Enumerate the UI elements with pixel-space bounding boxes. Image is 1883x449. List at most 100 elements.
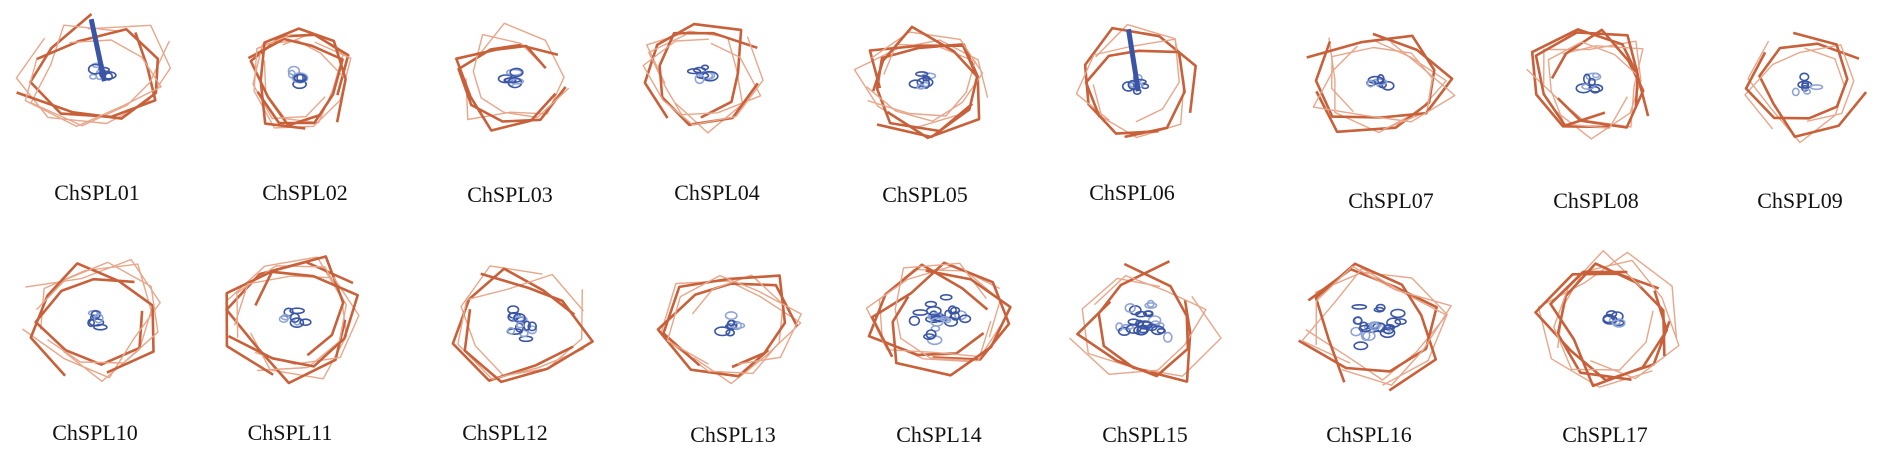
core-domain bbox=[1381, 80, 1395, 91]
coil-ribbon bbox=[870, 261, 1011, 361]
structure-model bbox=[853, 25, 989, 140]
core-domain bbox=[1120, 323, 1135, 330]
coil-ribbon bbox=[1553, 250, 1654, 371]
coil-ribbon bbox=[460, 265, 583, 377]
coil-ribbon bbox=[1328, 37, 1447, 134]
label-chspl07: ChSPL07 bbox=[1348, 188, 1434, 213]
coil-ribbon bbox=[660, 280, 802, 385]
structure-model bbox=[1298, 262, 1452, 392]
coil-ribbon bbox=[1084, 49, 1186, 139]
label-chspl10: ChSPL10 bbox=[52, 420, 138, 445]
core-domain bbox=[1350, 326, 1362, 337]
structure-model bbox=[1075, 23, 1197, 139]
core-domain bbox=[1605, 310, 1618, 318]
core-domain bbox=[1581, 83, 1595, 90]
label-chspl16: ChSPL16 bbox=[1326, 422, 1412, 447]
structure-model bbox=[1744, 31, 1868, 144]
core-domain bbox=[1390, 308, 1406, 319]
coil-ribbon bbox=[457, 43, 567, 123]
core-domain bbox=[88, 318, 105, 327]
coil-ribbon bbox=[30, 24, 170, 127]
coil-ribbon bbox=[463, 272, 594, 384]
coil-ribbon bbox=[671, 274, 784, 375]
coil-ribbon bbox=[648, 34, 762, 116]
helix bbox=[1126, 28, 1141, 92]
core-domain bbox=[1367, 75, 1384, 85]
core-domain bbox=[1143, 310, 1154, 318]
core-domain bbox=[958, 314, 972, 324]
label-chspl14: ChSPL14 bbox=[896, 422, 982, 447]
coil-ribbon bbox=[455, 44, 557, 132]
core-domain bbox=[93, 323, 108, 331]
core-domain bbox=[1162, 331, 1173, 343]
structure-model bbox=[1526, 28, 1650, 140]
core-domain bbox=[507, 305, 520, 315]
core-domain bbox=[1797, 80, 1813, 89]
core-domain bbox=[1144, 302, 1158, 309]
core-domain bbox=[1351, 303, 1368, 310]
coil-ribbon bbox=[227, 270, 359, 368]
coil-ribbon bbox=[29, 262, 155, 377]
core-domain bbox=[1375, 303, 1386, 312]
structure-labels: ChSPL01 ChSPL02 ChSPL03 ChSPL04 ChSPL05 … bbox=[52, 180, 1843, 447]
core-domain bbox=[87, 318, 95, 328]
core-domain bbox=[912, 309, 929, 316]
coil-ribbon bbox=[1314, 262, 1438, 392]
structure-model bbox=[225, 255, 360, 385]
coil-ribbon bbox=[1747, 40, 1846, 144]
core-domain bbox=[1352, 316, 1363, 325]
coil-ribbon bbox=[40, 263, 152, 382]
coil-ribbon bbox=[656, 282, 799, 378]
label-chspl09: ChSPL09 bbox=[1757, 188, 1843, 213]
core-domain bbox=[507, 326, 516, 335]
core-domain bbox=[950, 311, 960, 321]
structure-model bbox=[1306, 32, 1456, 134]
core-domain bbox=[700, 64, 710, 71]
core-domain bbox=[1125, 323, 1142, 334]
coil-ribbon bbox=[642, 36, 764, 126]
core-domain bbox=[725, 328, 736, 337]
coil-ribbon bbox=[662, 274, 787, 369]
label-chspl06: ChSPL06 bbox=[1089, 180, 1175, 205]
structure-model bbox=[642, 22, 764, 134]
core-domain bbox=[1611, 319, 1621, 326]
coil-ribbon bbox=[871, 25, 979, 139]
core-domain bbox=[292, 79, 307, 90]
core-domain bbox=[1137, 320, 1153, 330]
core-domain bbox=[924, 300, 938, 308]
coil-ribbon bbox=[1758, 42, 1868, 138]
coil-ribbon bbox=[1075, 38, 1180, 123]
coil-ribbon bbox=[1097, 260, 1192, 383]
core-domain bbox=[949, 306, 961, 315]
core-domain bbox=[727, 319, 735, 327]
core-domain bbox=[1150, 325, 1165, 336]
core-domain bbox=[694, 73, 705, 85]
core-domain bbox=[515, 321, 525, 329]
label-chspl02: ChSPL02 bbox=[262, 180, 348, 205]
core-domain bbox=[1801, 82, 1809, 89]
core-domain bbox=[289, 307, 305, 315]
coil-ribbon bbox=[1092, 23, 1185, 139]
coil-ribbon bbox=[1744, 44, 1855, 130]
core-domain bbox=[943, 317, 952, 324]
core-domain bbox=[1117, 326, 1131, 336]
core-domain bbox=[1592, 72, 1601, 79]
coil-ribbon bbox=[472, 33, 570, 119]
structure-model bbox=[15, 13, 172, 128]
coil-ribbon bbox=[451, 267, 576, 382]
core-domain bbox=[925, 305, 942, 316]
core-domain bbox=[1803, 88, 1812, 95]
core-domain bbox=[922, 75, 931, 82]
coil-ribbon bbox=[225, 255, 345, 376]
coil-ribbon bbox=[247, 37, 344, 125]
core-domain bbox=[289, 317, 305, 329]
structure-model bbox=[1534, 250, 1680, 388]
core-domain bbox=[299, 318, 312, 327]
coil-ribbon bbox=[1083, 26, 1197, 135]
core-domain bbox=[1791, 87, 1800, 97]
core-domain bbox=[509, 67, 524, 78]
structure-model bbox=[21, 258, 161, 382]
label-chspl17: ChSPL17 bbox=[1562, 422, 1648, 447]
label-chspl13: ChSPL13 bbox=[690, 422, 776, 447]
